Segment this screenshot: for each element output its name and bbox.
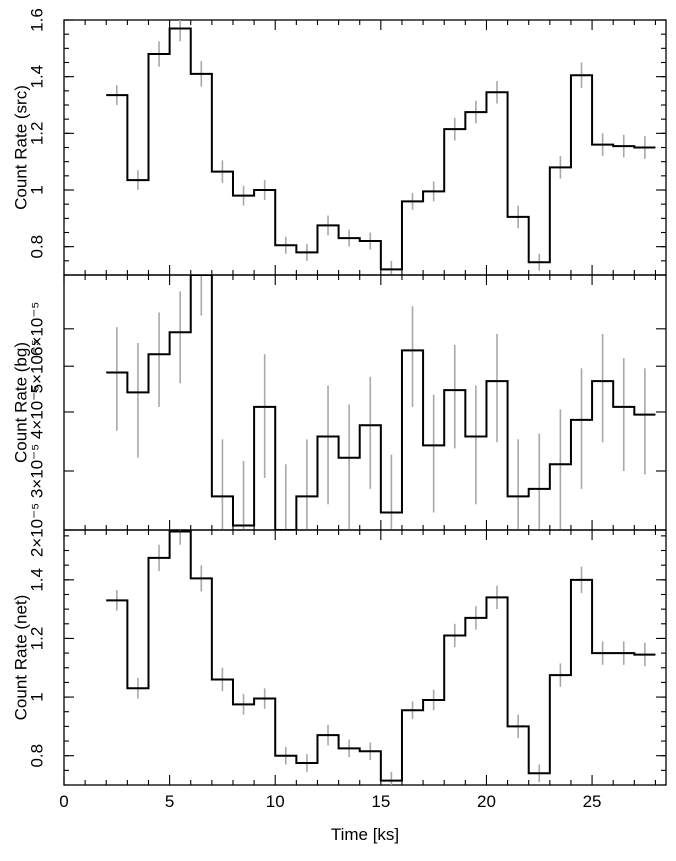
- y-tick-label-src: 1.2: [27, 122, 46, 146]
- x-tick-label: 0: [59, 792, 68, 811]
- y-tick-label-bg: 4×10⁻⁵: [27, 385, 46, 439]
- y-axis-title-net: Count Rate (net): [11, 595, 30, 721]
- y-tick-label-bg: 3×10⁻⁵: [27, 444, 46, 498]
- panel-frame-src: [63, 19, 667, 276]
- x-tick-label: 5: [165, 792, 174, 811]
- y-tick-label-bg: 6×10⁻⁵: [27, 302, 46, 356]
- step-series-bg: [106, 275, 656, 530]
- x-tick-label: 20: [477, 792, 496, 811]
- x-axis-title: Time [ks]: [331, 825, 399, 844]
- step-series-net: [106, 530, 656, 782]
- y-tick-label-src: 1.4: [27, 65, 46, 89]
- step-series-src: [106, 27, 656, 271]
- y-tick-label-src: 1.6: [27, 8, 46, 32]
- y-tick-label-net: 1.2: [27, 627, 46, 651]
- y-axis-title-bg: Count Rate (bg): [11, 342, 30, 463]
- y-tick-label-bg: 2×10⁻⁵: [27, 503, 46, 557]
- y-tick-label-net: 1: [27, 692, 46, 701]
- y-tick-label-net: 1.4: [27, 568, 46, 592]
- y-tick-label-src: 0.8: [27, 235, 46, 259]
- panel-frame-net: [63, 529, 667, 786]
- y-axis-title-src: Count Rate (src): [11, 85, 30, 210]
- y-tick-label-bg: 5×10⁻⁵: [27, 339, 46, 393]
- x-tick-label: 15: [371, 792, 390, 811]
- x-tick-label: 10: [266, 792, 285, 811]
- panel-frame-bg: [63, 274, 667, 531]
- y-tick-label-net: 0.8: [27, 744, 46, 768]
- y-tick-label-src: 1: [27, 185, 46, 194]
- x-tick-label: 25: [583, 792, 602, 811]
